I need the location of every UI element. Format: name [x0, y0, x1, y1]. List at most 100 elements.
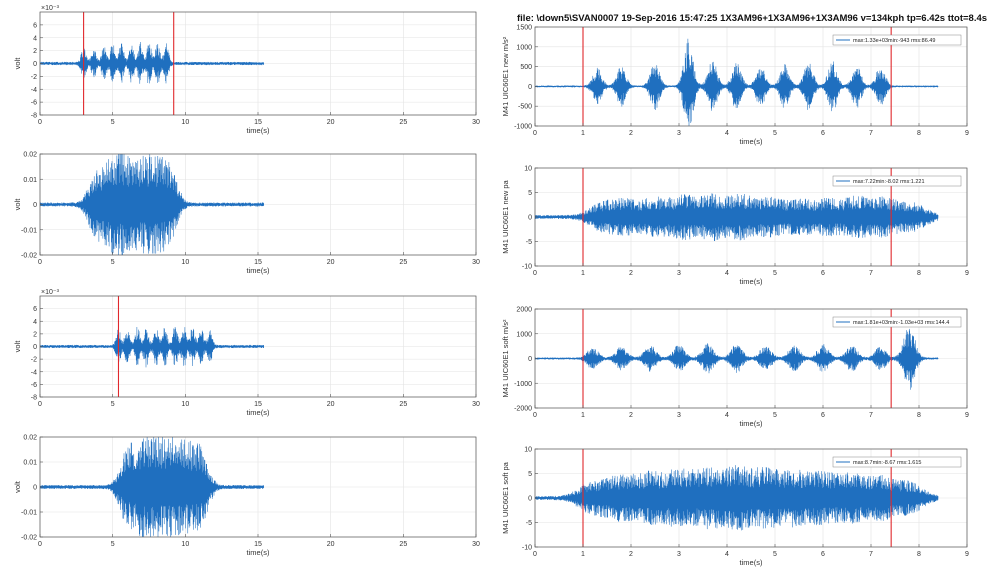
y-tick-label: 6: [33, 306, 37, 313]
y-tick-label: -500: [518, 104, 532, 111]
x-tick-label: 20: [327, 541, 335, 548]
legend-text: max:8.7min:-8.67 rms:1.615: [853, 460, 921, 466]
y-tick-label: -0.01: [21, 510, 37, 517]
chart-left-3: 0 5 10 15 20 25 30 -8 -6 -4 -2 0 2 4 6 ×10⁻³ time(s) volt: [13, 289, 480, 417]
signal-trace: [40, 154, 265, 255]
y-tick-label: 0: [528, 84, 532, 91]
x-tick-label: 1: [581, 130, 585, 137]
y-tick-label: 2000: [516, 307, 532, 314]
x-tick-label: 0: [38, 401, 42, 408]
y-tick-label: 1500: [516, 25, 532, 32]
y-tick-label: 1000: [516, 44, 532, 51]
y-tick-label: -6: [31, 100, 37, 107]
x-tick-label: 7: [869, 130, 873, 137]
x-tick-label: 1: [581, 412, 585, 419]
x-tick-label: 10: [181, 119, 189, 126]
legend-text: max:1.81e+03min:-1.03e+03 rms:144.4: [853, 320, 949, 326]
x-tick-label: 3: [677, 551, 681, 558]
x-tick-label: 7: [869, 270, 873, 277]
x-tick-label: 4: [725, 130, 729, 137]
x-tick-label: 5: [773, 130, 777, 137]
x-tick-label: 20: [327, 259, 335, 266]
y-tick-label: 0: [528, 496, 532, 503]
x-tick-label: 4: [725, 551, 729, 558]
y-tick-label: -6: [31, 382, 37, 389]
legend-box: [832, 34, 962, 46]
y-tick-label: -5: [526, 239, 532, 246]
signal-trace: [535, 193, 939, 242]
y-tick-label: 0: [528, 356, 532, 363]
y-tick-label: -8: [31, 395, 37, 402]
y-tick-label: 0: [33, 485, 37, 492]
y-tick-label: -0.02: [21, 535, 37, 542]
y-tick-label: -8: [31, 113, 37, 120]
y-tick-label: -4: [31, 87, 37, 94]
x-tick-label: 2: [629, 130, 633, 137]
axes-box: [534, 26, 968, 127]
x-tick-label: 15: [254, 259, 262, 266]
x-axis-label: time(s): [247, 408, 270, 417]
legend-box: [832, 175, 962, 187]
y-exponent-label: ×10⁻³: [41, 289, 60, 296]
y-tick-label: -2: [31, 74, 37, 81]
x-tick-label: 2: [629, 551, 633, 558]
legend: max:1.81e+03min:-1.03e+03 rms:144.4: [832, 316, 962, 328]
x-tick-label: 8: [917, 130, 921, 137]
x-tick-label: 6: [821, 551, 825, 558]
chart-left-2: 0 5 10 15 20 25 30 -0.02 -0.01 0 0.01 0.02 time(s) vo…: [13, 152, 480, 276]
y-axis-label: M41 UIC60E1 new m/s²: [501, 36, 510, 116]
chart-left-1: 0 5 10 15 20 25 30 -8 -6 -4 -2 0 2 4 6 ×10⁻³ time(s) volt: [13, 5, 480, 135]
y-tick-label: 4: [33, 319, 37, 326]
legend-text: max:1.33e+03min:-943 rms:86.49: [853, 38, 935, 44]
y-axis-label: volt: [13, 480, 22, 493]
signal-trace: [535, 38, 939, 126]
x-axis-label: time(s): [247, 266, 270, 275]
y-tick-label: 0: [33, 344, 37, 351]
x-tick-label: 5: [773, 412, 777, 419]
legend-text: max:7.22min:-8.02 rms:1.221: [853, 179, 925, 185]
x-tick-label: 15: [254, 119, 262, 126]
y-exponent-label: ×10⁻³: [41, 5, 60, 12]
y-tick-label: 0: [33, 61, 37, 68]
x-tick-label: 10: [181, 401, 189, 408]
x-tick-label: 9: [965, 412, 969, 419]
legend: max:8.7min:-8.67 rms:1.615: [832, 456, 962, 468]
legend-box: [832, 456, 962, 468]
x-axis-label: time(s): [247, 126, 270, 135]
signal-trace: [40, 327, 265, 368]
x-axis-label: time(s): [740, 558, 763, 567]
x-tick-label: 15: [254, 401, 262, 408]
chart-right-3: 0 1 2 3 4 5 6 7 8 9 -2000 -1000 0 1000 2000 time(s) M41 …: [501, 307, 969, 429]
signal-trace: [40, 41, 265, 84]
plots-container: 0 5 10 15 20 25 30-8-6-4-20246×10⁻³time(s)volt…: [13, 5, 969, 567]
y-axis-label: volt: [13, 57, 22, 70]
x-tick-label: 20: [327, 119, 335, 126]
x-tick-label: 1: [581, 551, 585, 558]
x-tick-label: 25: [399, 541, 407, 548]
y-tick-label: -1000: [514, 124, 532, 131]
y-tick-label: -0.02: [21, 253, 37, 260]
y-tick-label: 2: [33, 48, 37, 55]
legend-box: [832, 316, 962, 328]
x-tick-label: 5: [773, 551, 777, 558]
y-tick-label: 0: [528, 215, 532, 222]
x-tick-label: 0: [38, 119, 42, 126]
chart-right-1: 0 1 2 3 4 5 6 7 8 9 -1000 -500 0 500 1000 1500 time(s) M4…: [501, 25, 969, 147]
y-tick-label: 4: [33, 35, 37, 42]
signal-trace: [40, 437, 265, 537]
y-tick-label: 1000: [516, 331, 532, 338]
x-tick-label: 3: [677, 412, 681, 419]
legend: max:7.22min:-8.02 rms:1.221: [832, 175, 962, 187]
x-tick-label: 1: [581, 270, 585, 277]
y-tick-label: -2: [31, 357, 37, 364]
x-tick-label: 6: [821, 270, 825, 277]
x-axis-label: time(s): [740, 137, 763, 146]
y-tick-label: 0.01: [23, 460, 37, 467]
signal-trace: [535, 328, 939, 390]
y-tick-label: -5: [526, 520, 532, 527]
y-tick-label: 5: [528, 471, 532, 478]
x-tick-label: 3: [677, 130, 681, 137]
x-tick-label: 5: [773, 270, 777, 277]
x-tick-label: 9: [965, 130, 969, 137]
